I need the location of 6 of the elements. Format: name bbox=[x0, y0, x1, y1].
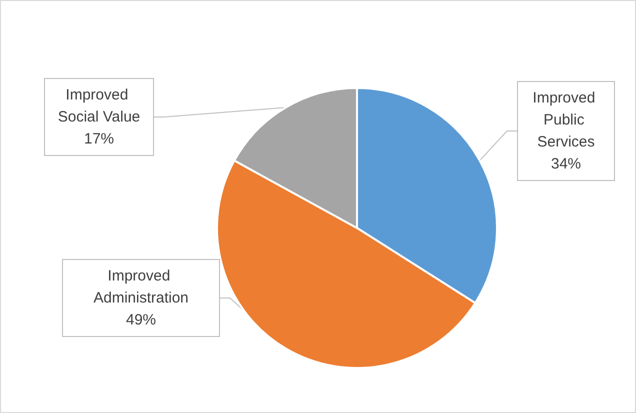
slice-label: Improved Public Services bbox=[532, 90, 600, 150]
slice-label: Improved Administration bbox=[93, 268, 189, 306]
data-label: 49% bbox=[126, 312, 156, 328]
slice-label: Improved Social Value bbox=[58, 86, 140, 126]
data-label: 34% bbox=[550, 156, 582, 172]
data-label: 17% bbox=[84, 130, 114, 148]
